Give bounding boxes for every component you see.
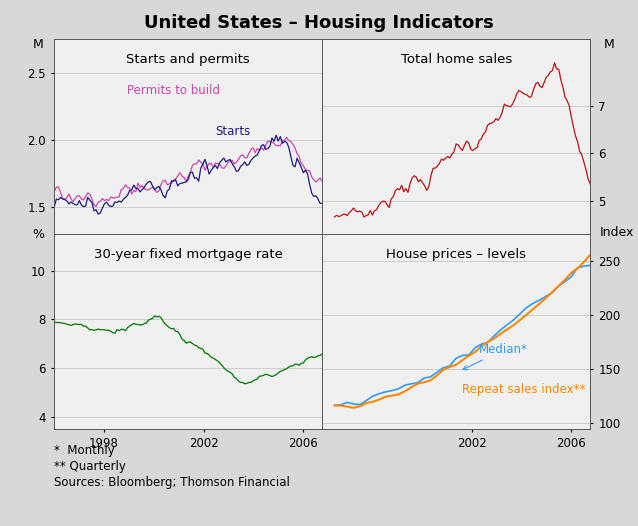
Text: House prices – levels: House prices – levels <box>386 248 526 261</box>
Text: *  Monthly: * Monthly <box>54 444 115 458</box>
Text: Repeat sales index**: Repeat sales index** <box>462 383 585 396</box>
Text: ** Quarterly: ** Quarterly <box>54 460 126 473</box>
Text: Total home sales: Total home sales <box>401 53 512 66</box>
Text: 30-year fixed mortgage rate: 30-year fixed mortgage rate <box>94 248 283 261</box>
Text: Starts: Starts <box>215 125 250 138</box>
Text: United States – Housing Indicators: United States – Housing Indicators <box>144 14 494 32</box>
Text: Sources: Bloomberg; Thomson Financial: Sources: Bloomberg; Thomson Financial <box>54 476 290 489</box>
Text: Median*: Median* <box>463 343 528 370</box>
Text: Starts and permits: Starts and permits <box>126 53 250 66</box>
Y-axis label: M: M <box>604 37 614 50</box>
Text: Permits to build: Permits to build <box>126 84 219 97</box>
Y-axis label: %: % <box>32 228 44 241</box>
Y-axis label: M: M <box>33 37 43 50</box>
Y-axis label: Index: Index <box>600 226 634 239</box>
